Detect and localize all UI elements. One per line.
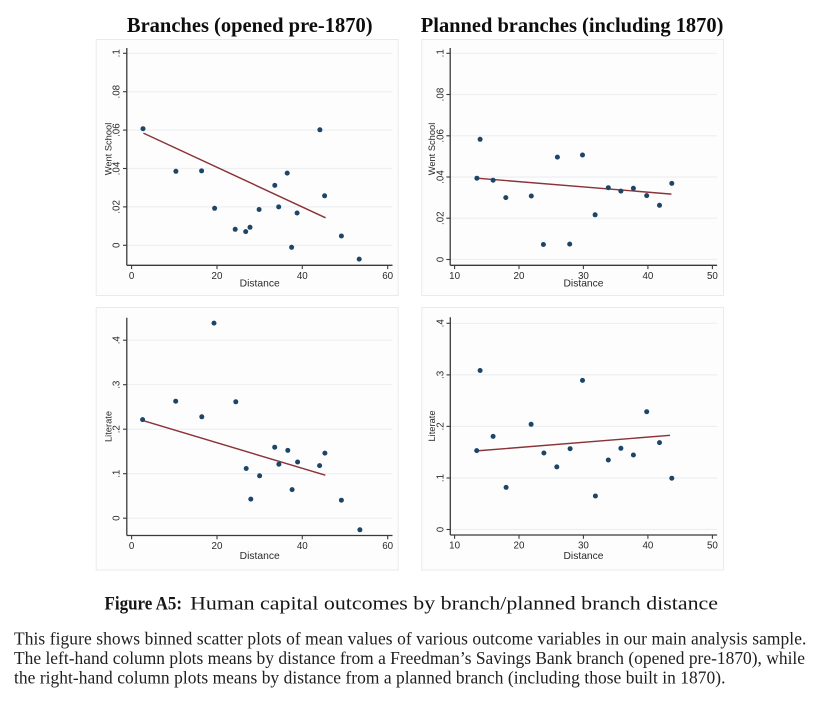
svg-text:40: 40	[297, 541, 308, 552]
svg-text:50: 50	[707, 541, 718, 552]
svg-text:Figure A5:: Figure A5:	[105, 593, 183, 614]
svg-text:20: 20	[212, 541, 223, 552]
svg-text:30: 30	[578, 541, 589, 552]
svg-text:.1: .1	[436, 49, 447, 57]
svg-text:0: 0	[129, 541, 135, 552]
svg-text:.1: .1	[112, 470, 123, 478]
svg-text:Distance: Distance	[240, 279, 280, 290]
svg-text:Went School: Went School	[427, 123, 437, 176]
svg-text:40: 40	[642, 271, 653, 282]
svg-text:.2: .2	[436, 422, 447, 430]
svg-text:60: 60	[382, 271, 393, 282]
svg-text:30: 30	[578, 271, 589, 282]
svg-text:.08: .08	[436, 87, 447, 101]
svg-text:Went School: Went School	[104, 123, 114, 176]
svg-text:.02: .02	[436, 211, 447, 225]
svg-text:0: 0	[112, 515, 123, 521]
svg-text:.2: .2	[112, 425, 123, 433]
svg-text:40: 40	[642, 541, 653, 552]
svg-text:20: 20	[212, 271, 223, 282]
svg-text:.04: .04	[436, 170, 447, 184]
svg-text:0: 0	[436, 526, 447, 532]
svg-text:Distance: Distance	[563, 551, 603, 562]
svg-text:0: 0	[436, 256, 447, 262]
svg-text:Literate: Literate	[427, 410, 437, 441]
svg-text:Literate: Literate	[104, 411, 114, 442]
svg-text:Distance: Distance	[563, 279, 603, 290]
svg-text:.3: .3	[436, 370, 447, 379]
svg-text:60: 60	[382, 541, 393, 552]
svg-text:Branches (opened pre-1870): Branches (opened pre-1870)	[127, 14, 373, 37]
svg-text:Planned branches (including 18: Planned branches (including 1870)	[421, 14, 724, 37]
svg-text:This figure shows binned scatt: This figure shows binned scatter plots o…	[14, 628, 806, 648]
svg-text:.06: .06	[436, 128, 447, 142]
svg-text:10: 10	[449, 271, 460, 282]
svg-text:.04: .04	[112, 161, 123, 175]
svg-text:10: 10	[449, 541, 460, 552]
svg-text:Distance: Distance	[240, 551, 280, 562]
svg-text:50: 50	[707, 271, 718, 282]
svg-text:20: 20	[514, 271, 525, 282]
svg-text:0: 0	[112, 242, 123, 248]
svg-text:.08: .08	[112, 84, 123, 98]
svg-text:20: 20	[514, 541, 525, 552]
svg-text:.1: .1	[112, 49, 123, 57]
svg-text:0: 0	[129, 271, 135, 282]
svg-text:.02: .02	[112, 200, 123, 214]
svg-text:40: 40	[297, 271, 308, 282]
svg-text:.4: .4	[436, 319, 447, 328]
svg-text:.06: .06	[112, 123, 123, 137]
svg-text:Human capital outcomes by bran: Human capital outcomes by branch/planned…	[190, 593, 718, 614]
svg-text:.4: .4	[112, 336, 123, 345]
svg-text:.3: .3	[112, 380, 123, 389]
svg-text:The left-hand column plots mea: The left-hand column plots means by dist…	[14, 648, 805, 668]
svg-text:.1: .1	[436, 474, 447, 482]
svg-text:the right-hand column plots me: the right-hand column plots means by dis…	[14, 668, 726, 688]
